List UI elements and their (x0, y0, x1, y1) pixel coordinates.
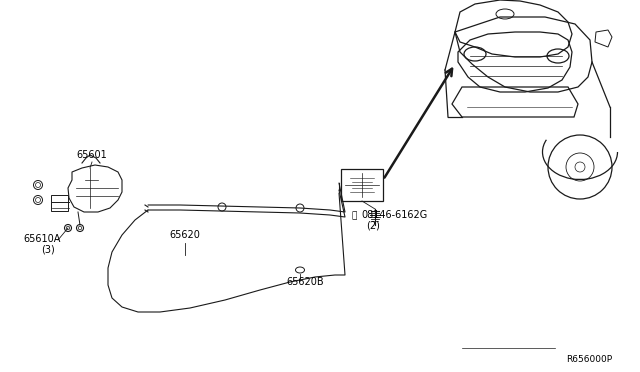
Text: (3): (3) (41, 244, 55, 254)
Text: Ⓢ: Ⓢ (352, 211, 357, 220)
Text: 08146-6162G: 08146-6162G (361, 210, 428, 220)
Text: 65620: 65620 (170, 230, 200, 240)
Text: 65620B: 65620B (286, 277, 324, 287)
Text: 65610A: 65610A (23, 234, 61, 244)
Text: R656000P: R656000P (566, 355, 612, 364)
Ellipse shape (296, 267, 305, 273)
Text: 65601: 65601 (77, 150, 108, 160)
Circle shape (296, 204, 304, 212)
Text: (2): (2) (366, 220, 380, 230)
Circle shape (218, 203, 226, 211)
